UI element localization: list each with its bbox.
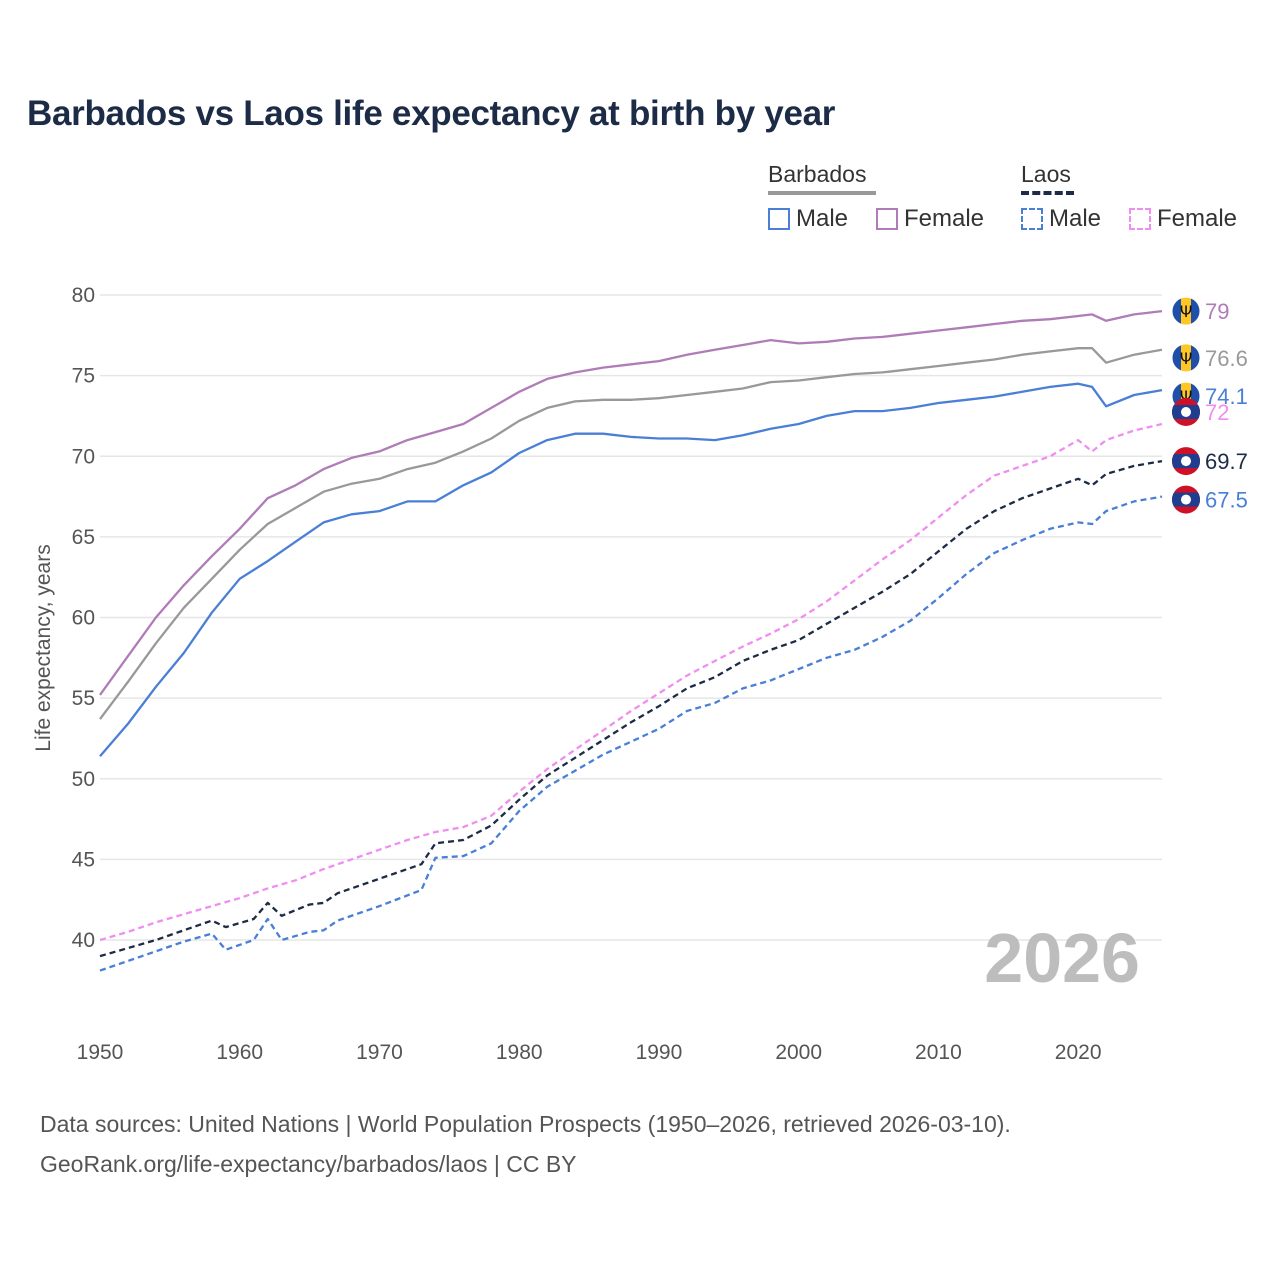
x-tick-label: 1950: [77, 1041, 124, 1064]
laos-flag-icon: [1172, 398, 1200, 426]
legend-group-barbados: Barbados: [768, 161, 867, 187]
x-tick-label: 2000: [775, 1041, 822, 1064]
source-url[interactable]: GeoRank.org/life-expectancy/barbados/lao…: [40, 1151, 577, 1177]
y-tick-label: 50: [72, 768, 95, 791]
legend-barbados-male[interactable]: Male: [768, 205, 848, 233]
source-note: Data sources: United Nations | World Pop…: [40, 1104, 1011, 1184]
y-tick-label: 40: [72, 929, 95, 952]
y-axis-label: Life expectancy, years: [32, 544, 55, 751]
y-tick-label: 70: [72, 445, 95, 468]
legend-laos-male[interactable]: Male: [1021, 205, 1101, 233]
x-tick-label: 1990: [636, 1041, 683, 1064]
x-tick-label: 1960: [216, 1041, 263, 1064]
legend-label: Male: [796, 205, 849, 232]
end-value-label: 79: [1205, 299, 1229, 324]
y-tick-label: 60: [72, 607, 95, 630]
end-label-barbados-total: Ψ 76.6: [1171, 343, 1248, 373]
barbados-flag-icon: Ψ: [1172, 343, 1200, 372]
end-value-label: 69.7: [1205, 449, 1248, 474]
end-label-barbados-male: Ψ 74.1: [1171, 381, 1248, 411]
laos-flag-icon: [1172, 485, 1200, 514]
chart-title: Barbados vs Laos life expectancy at birt…: [27, 94, 836, 133]
y-tick-label: 80: [72, 284, 95, 307]
end-value-label: 74.1: [1205, 384, 1248, 409]
legend-label: Female: [1157, 205, 1238, 232]
barbados-flag-icon: Ψ: [1172, 297, 1200, 326]
end-value-label: 72: [1205, 400, 1229, 425]
x-tick-label: 2010: [915, 1041, 962, 1064]
legend-laos-line: [1021, 191, 1074, 195]
legend-barbados-line: [768, 191, 876, 195]
series-lines: [99, 309, 1163, 972]
legend-swatch: [768, 208, 790, 230]
series-line-laos-total[interactable]: [99, 459, 1163, 958]
x-tick-label: 1970: [356, 1041, 403, 1064]
legend-laos-female[interactable]: Female: [1129, 205, 1237, 233]
series-line-laos-female[interactable]: [99, 422, 1163, 942]
x-tick-label: 1980: [496, 1041, 543, 1064]
end-label-laos-female: 72: [1172, 398, 1229, 426]
svg-text:Ψ: Ψ: [1180, 349, 1193, 368]
x-axis-ticks: 1950 1960 1970 1980 1990 2000 2010 2020: [77, 1041, 1102, 1064]
series-line-barbados-total[interactable]: [99, 347, 1163, 720]
end-label-laos-male: 67.5: [1172, 485, 1248, 514]
y-tick-label: 75: [72, 365, 95, 388]
gridlines: [100, 294, 1162, 941]
legend-label: Male: [1049, 205, 1102, 232]
year-watermark: 2026: [984, 919, 1140, 997]
x-tick-label: 2020: [1055, 1041, 1102, 1064]
y-tick-label: 65: [72, 526, 95, 549]
source-line: Data sources: United Nations | World Pop…: [40, 1111, 1011, 1137]
series-end-labels: Ψ 79 Ψ 76.6 Ψ 74.172 69.7 67.5: [1171, 296, 1248, 514]
series-line-barbados-female[interactable]: [99, 309, 1163, 696]
y-tick-label: 45: [72, 848, 95, 871]
legend-swatch: [1129, 208, 1151, 230]
legend-label: Female: [904, 205, 985, 232]
series-line-barbados-male[interactable]: [99, 382, 1163, 757]
legend-swatch: [1021, 208, 1043, 230]
y-axis-ticks: 40 45 50 55 60 65 70 75 80: [72, 284, 95, 952]
legend-swatch: [876, 208, 898, 230]
legend-barbados-female[interactable]: Female: [876, 205, 984, 233]
end-value-label: 67.5: [1205, 488, 1248, 513]
y-tick-label: 55: [72, 687, 95, 710]
svg-text:Ψ: Ψ: [1180, 302, 1193, 321]
end-label-barbados-female: Ψ 79: [1171, 296, 1229, 326]
end-label-laos-total: 69.7: [1172, 447, 1248, 476]
series-line-laos-male[interactable]: [99, 495, 1163, 972]
legend-group-laos: Laos: [1021, 161, 1071, 187]
laos-flag-icon: [1172, 447, 1200, 476]
end-value-label: 76.6: [1205, 346, 1248, 371]
